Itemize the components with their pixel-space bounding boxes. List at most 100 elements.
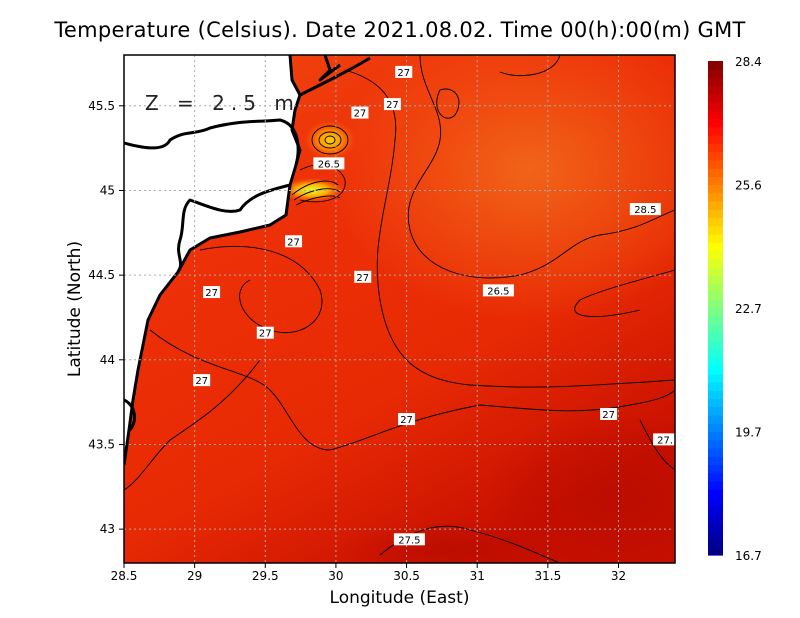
colorbar-segment bbox=[708, 299, 723, 309]
colorbar-segment bbox=[708, 242, 723, 251]
colorbar-segment bbox=[708, 546, 723, 556]
colorbar-label: 16.7 bbox=[735, 549, 762, 563]
colorbar-segment bbox=[708, 447, 723, 457]
y-tick-label: 45 bbox=[100, 183, 115, 197]
hot-region bbox=[480, 410, 675, 563]
hot-region-south bbox=[330, 520, 570, 563]
y-tick-label: 45.5 bbox=[88, 99, 115, 113]
colorbar-label: 25.6 bbox=[735, 179, 762, 193]
y-tick-label: 43 bbox=[100, 522, 115, 536]
plot-frame bbox=[123, 54, 676, 564]
y-tick-label: 44.5 bbox=[88, 268, 115, 282]
contour-label: 27 bbox=[256, 326, 274, 340]
contour-label: 28.5 bbox=[629, 203, 661, 216]
contour-label-text: 27 bbox=[400, 415, 413, 426]
contour-label-box bbox=[203, 286, 221, 299]
contour-label-box bbox=[393, 533, 425, 546]
colorbar-segment bbox=[708, 283, 723, 293]
colorbar-segment bbox=[708, 456, 723, 466]
x-tick-label: 30 bbox=[328, 569, 343, 583]
colorbar-segment bbox=[708, 373, 723, 383]
colorbar-segment bbox=[708, 530, 723, 540]
contour-label-box bbox=[383, 98, 401, 111]
contour-label-text: 27 bbox=[397, 68, 410, 79]
contour-label-text: 27 bbox=[386, 100, 399, 111]
colorbar-segment bbox=[708, 406, 723, 416]
colorbar-segment bbox=[708, 225, 723, 235]
contour-label-box bbox=[285, 235, 303, 248]
colorbar-segment bbox=[708, 77, 723, 87]
colorbar-segment bbox=[708, 349, 723, 358]
contour-label: 27 bbox=[398, 413, 416, 426]
colorbar-segment bbox=[708, 143, 723, 153]
coastline bbox=[124, 55, 371, 466]
y-axis: 43 43.5 44 44.5 45 45.5 bbox=[88, 99, 124, 536]
colorbar-segment bbox=[708, 497, 723, 507]
contour-label: 27.5 bbox=[393, 533, 425, 546]
contour-label: 27 bbox=[203, 286, 221, 299]
colorbar-segment bbox=[708, 118, 723, 128]
colorbar-segment bbox=[708, 184, 723, 194]
colorbar-segment bbox=[708, 168, 723, 177]
colorbar-segment bbox=[708, 308, 723, 317]
chart-title: Temperature (Celsius). Date 2021.08.02. … bbox=[54, 18, 746, 42]
colorbar-segment bbox=[708, 61, 723, 70]
contour-label-box bbox=[256, 326, 274, 339]
colorbar-segment bbox=[708, 233, 723, 243]
colorbar-segment bbox=[708, 192, 723, 202]
x-tick-label: 32 bbox=[611, 569, 626, 583]
colorbar: 28.4 25.6 22.7 19.7 16.7 bbox=[708, 55, 762, 563]
contour-label-box bbox=[653, 433, 675, 446]
contour-label-box bbox=[600, 407, 618, 420]
y-tick-label: 44 bbox=[100, 353, 115, 367]
colorbar-segment bbox=[708, 200, 723, 210]
contour-labels: 27 27 27 26.5 27 27 27 27 26.5 28.5 27 27 27 27. 27.5 bbox=[193, 65, 675, 546]
colorbar-segment bbox=[708, 423, 723, 433]
colorbar-segment bbox=[708, 250, 723, 260]
colorbar-segment bbox=[708, 176, 723, 186]
y-axis-label: Latitude (North) bbox=[65, 240, 85, 378]
x-tick-label: 29 bbox=[187, 569, 202, 583]
land bbox=[124, 55, 300, 465]
x-axis-label: Longitude (East) bbox=[329, 588, 470, 608]
colorbar-segment bbox=[708, 382, 723, 391]
colorbar-segment bbox=[708, 135, 723, 144]
colorbar-segment bbox=[708, 126, 723, 136]
colorbar-segment bbox=[708, 275, 723, 284]
colorbar-segment bbox=[708, 209, 723, 219]
depth-annotation: Z = 2.5 m bbox=[145, 91, 300, 115]
contour-label-box bbox=[395, 65, 413, 78]
colorbar-segment bbox=[708, 69, 723, 79]
contour-label: 27 bbox=[383, 98, 401, 111]
colorbar-segment bbox=[708, 365, 723, 375]
colorbar-segment bbox=[708, 480, 723, 490]
colorbar-segment bbox=[708, 102, 723, 111]
colorbar-segment bbox=[708, 513, 723, 523]
colorbar-segment bbox=[708, 324, 723, 334]
colorbar-segment bbox=[708, 415, 723, 424]
contour-label: 27 bbox=[351, 106, 369, 120]
contour-label-text: 27 bbox=[356, 273, 369, 284]
x-tick-label: 31.5 bbox=[534, 569, 561, 583]
contour-label-text: 27 bbox=[602, 410, 615, 421]
contour-label-text: 27. bbox=[657, 435, 673, 446]
contour-label-box bbox=[629, 203, 661, 216]
colorbar-segment bbox=[708, 151, 723, 161]
colorbar-segment bbox=[708, 316, 723, 326]
colorbar-segment bbox=[708, 522, 723, 531]
colorbar-segment bbox=[708, 398, 723, 408]
contour-label: 27. bbox=[653, 433, 675, 446]
warm-region bbox=[330, 55, 675, 320]
contour-label: 27 bbox=[395, 65, 413, 79]
contour-label: 27 bbox=[354, 270, 372, 284]
colorbar-label: 22.7 bbox=[735, 302, 762, 316]
contour-label: 27 bbox=[285, 235, 303, 248]
contour-label-box bbox=[482, 284, 514, 297]
contour-label-box bbox=[313, 157, 345, 170]
contour-label: 26.5 bbox=[482, 284, 514, 297]
colorbar-segment bbox=[708, 472, 723, 482]
colorbar-segment bbox=[708, 93, 723, 103]
colorbar-segment bbox=[708, 340, 723, 350]
